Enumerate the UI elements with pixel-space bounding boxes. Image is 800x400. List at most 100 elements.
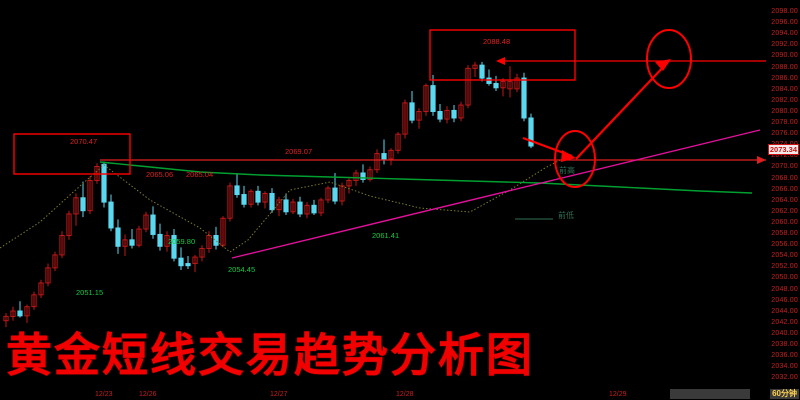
upper-box-pointer-arrowhead xyxy=(496,57,505,65)
candlestick xyxy=(430,74,436,116)
price-tick: 2036.00 xyxy=(771,352,798,360)
date-tick: 12/23 xyxy=(95,391,113,398)
candlestick xyxy=(227,182,233,222)
price-tick: 2080.00 xyxy=(771,107,798,115)
candlestick xyxy=(143,211,149,233)
candlestick xyxy=(150,206,156,239)
upward-projection-arrowhead xyxy=(655,59,671,71)
box-high-2088-label: 2088.48 xyxy=(483,37,511,46)
ma-2065-04-label: 2065.04 xyxy=(186,170,214,179)
candlestick xyxy=(269,188,275,213)
candlestick xyxy=(388,148,394,166)
candlestick xyxy=(374,149,380,173)
current-price-label: 2073.34 xyxy=(767,143,799,155)
candlestick xyxy=(31,291,37,310)
candlestick xyxy=(297,196,303,218)
candlestick xyxy=(360,164,366,183)
horizontal-scrollbar[interactable] xyxy=(670,389,750,399)
candlestick xyxy=(290,198,296,214)
candlestick xyxy=(395,132,401,154)
candlestick xyxy=(52,251,58,272)
candlestick xyxy=(500,78,506,97)
price-tick: 2070.00 xyxy=(771,163,798,171)
candlestick xyxy=(87,176,93,214)
candlestick xyxy=(465,65,471,109)
candlestick xyxy=(24,304,30,323)
candlestick xyxy=(185,256,191,269)
candlestick xyxy=(346,178,352,194)
price-tick: 2038.00 xyxy=(771,341,798,348)
date-tick: 12/27 xyxy=(270,391,288,398)
magenta-uptrend-line xyxy=(231,129,761,259)
price-tick: 2064.00 xyxy=(771,196,798,204)
candlestick xyxy=(458,101,464,122)
price-tick: 2054.00 xyxy=(771,252,798,260)
resistance-2069-label: 2069.07 xyxy=(285,147,313,156)
price-tick: 2092.00 xyxy=(771,41,798,49)
candlestick xyxy=(122,234,128,256)
candlestick xyxy=(199,245,205,262)
date-tick: 12/29 xyxy=(609,391,627,398)
candlestick xyxy=(514,73,520,93)
prior-high-label: 前高 xyxy=(559,166,575,175)
dotted-ma-line xyxy=(0,159,561,253)
candlestick xyxy=(402,99,408,139)
price-tick: 2088.00 xyxy=(771,63,798,71)
date-tick: 12/28 xyxy=(396,391,414,398)
price-tick: 2058.00 xyxy=(771,230,798,237)
price-tick: 2032.00 xyxy=(771,374,798,382)
price-tick: 2052.00 xyxy=(771,263,798,271)
candlestick xyxy=(283,193,289,216)
candlestick xyxy=(409,91,415,124)
upward-projection-arrow xyxy=(575,61,669,160)
candlestick xyxy=(493,75,499,92)
price-tick: 2060.00 xyxy=(771,218,798,226)
price-tick: 2042.00 xyxy=(771,318,798,326)
candlestick xyxy=(38,279,44,299)
pullback-arrowhead xyxy=(561,150,576,162)
candlestick xyxy=(213,226,219,250)
candlestick xyxy=(423,83,429,116)
box-high-2070-label: 2070.47 xyxy=(70,137,98,146)
entry-zone-circle xyxy=(554,130,596,188)
upper-range-box xyxy=(429,29,576,81)
price-tick: 2034.00 xyxy=(771,363,798,371)
candlestick xyxy=(129,229,135,249)
candlestick xyxy=(255,185,261,206)
page-title: 黄金短线交易趋势分析图 xyxy=(6,328,534,382)
price-tick: 2090.00 xyxy=(771,52,798,60)
price-axis[interactable]: 2098.00 2096.00 2094.00 2092.00 2090.00 2088.… xyxy=(752,0,800,386)
candlestick xyxy=(262,191,268,209)
price-tick: 2086.00 xyxy=(771,74,798,82)
price-tick: 2056.00 xyxy=(771,241,798,249)
candlestick xyxy=(192,254,198,273)
timeframe-badge[interactable]: 60分钟 xyxy=(770,389,799,399)
price-tick: 2048.00 xyxy=(771,285,798,293)
candlestick xyxy=(108,194,114,232)
candlestick xyxy=(164,231,170,252)
candlestick xyxy=(318,197,324,217)
red-support-arrowhead xyxy=(757,156,766,164)
candlestick xyxy=(178,247,184,271)
candlestick xyxy=(486,69,492,86)
price-tick: 2044.00 xyxy=(771,307,798,315)
price-tick: 2046.00 xyxy=(771,296,798,304)
price-tick: 2076.00 xyxy=(771,130,798,138)
candlestick xyxy=(157,223,163,251)
candlestick xyxy=(234,172,240,198)
price-tick: 2072.00 xyxy=(771,152,798,160)
price-tick: 2094.00 xyxy=(771,30,798,38)
low-2059-80-label: 2059.80 xyxy=(168,237,196,246)
candlestick xyxy=(451,105,457,123)
candlestick xyxy=(437,103,443,123)
candlestick xyxy=(136,225,142,248)
candlestick xyxy=(80,181,86,218)
candlestick xyxy=(507,66,513,98)
candlestick xyxy=(3,313,9,328)
low-2061-41-label: 2061.41 xyxy=(372,231,400,240)
candlestick xyxy=(304,202,310,219)
ma-2065-06-label: 2065.06 xyxy=(146,170,174,179)
